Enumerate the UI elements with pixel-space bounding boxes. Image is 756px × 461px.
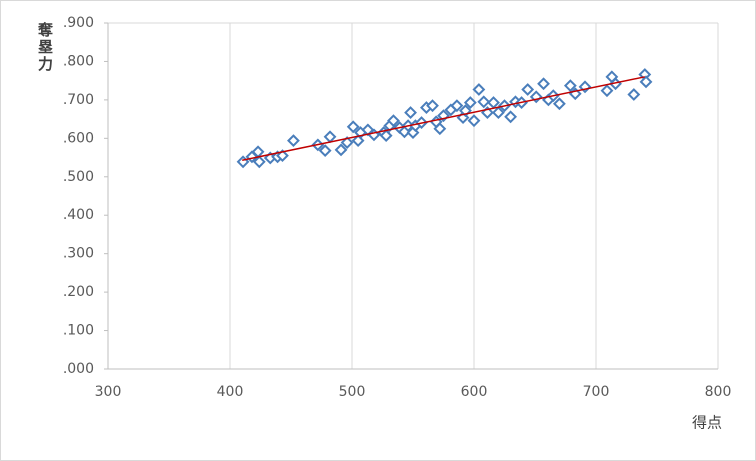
point bbox=[426, 99, 439, 113]
point bbox=[318, 144, 332, 158]
y-tick-label: .100 bbox=[63, 323, 94, 339]
point bbox=[467, 114, 481, 128]
point bbox=[340, 136, 354, 149]
y-tick-label: .200 bbox=[63, 284, 94, 300]
y-tick-label: .700 bbox=[63, 92, 94, 108]
point bbox=[236, 155, 250, 169]
point bbox=[491, 106, 505, 119]
x-tick-label: 300 bbox=[95, 384, 122, 400]
point bbox=[323, 130, 337, 144]
point bbox=[252, 155, 266, 169]
trendline bbox=[242, 76, 645, 161]
point bbox=[521, 83, 535, 96]
point bbox=[627, 88, 641, 101]
y-tick-label: .900 bbox=[63, 15, 94, 31]
y-tick-label: .600 bbox=[63, 130, 94, 146]
x-tick-label: 500 bbox=[339, 384, 366, 400]
x-tick-label: 400 bbox=[217, 384, 244, 400]
point bbox=[387, 114, 400, 128]
point bbox=[552, 97, 566, 111]
point bbox=[472, 83, 486, 96]
point bbox=[276, 149, 289, 163]
point bbox=[287, 134, 300, 148]
point bbox=[433, 122, 447, 136]
y-tick-label: .800 bbox=[63, 53, 94, 69]
point bbox=[379, 129, 393, 143]
y-axis-title: 奪塁力 bbox=[36, 21, 54, 73]
x-axis-title: 得点 bbox=[692, 414, 722, 432]
point bbox=[563, 79, 577, 93]
point bbox=[334, 143, 348, 157]
point bbox=[463, 96, 477, 109]
point bbox=[404, 106, 417, 119]
x-tick-label: 700 bbox=[583, 384, 610, 400]
y-tick-label: .500 bbox=[63, 169, 94, 185]
point bbox=[504, 110, 518, 124]
y-tick-label: .000 bbox=[63, 361, 94, 377]
point bbox=[487, 96, 500, 109]
point bbox=[346, 120, 360, 134]
point bbox=[450, 99, 464, 113]
y-tick-label: .400 bbox=[63, 207, 94, 223]
point bbox=[537, 77, 550, 91]
y-tick-label: .300 bbox=[63, 246, 94, 262]
point bbox=[600, 84, 614, 98]
x-tick-label: 800 bbox=[705, 384, 732, 400]
point bbox=[578, 80, 592, 94]
x-tick-label: 600 bbox=[461, 384, 488, 400]
point bbox=[639, 75, 653, 89]
point bbox=[477, 95, 491, 109]
